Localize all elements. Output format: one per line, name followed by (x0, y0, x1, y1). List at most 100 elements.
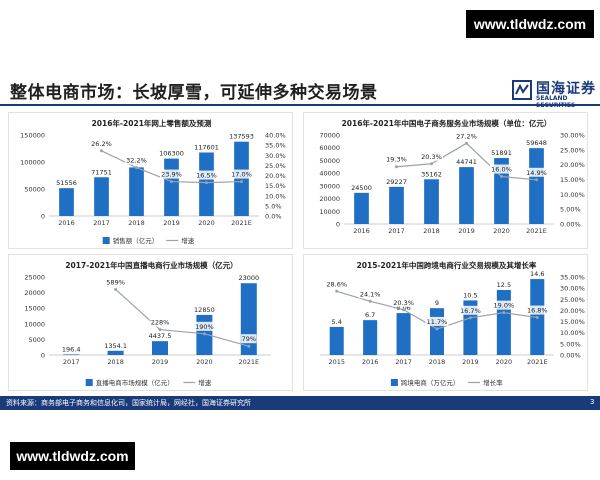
chart-svg-online-retail: 2016年-2021年网上零售额及预测 0 50000 100000 150000 0.0… (20, 118, 286, 245)
watermark-top: www.tldwdz.com (466, 10, 594, 38)
bar-value-label: 137593 (229, 133, 254, 141)
chart-title: 2016年-2021年网上零售额及预测 (92, 118, 212, 128)
right-axis-tick-label: 5.0% (265, 202, 282, 210)
legend-bar-swatch (390, 379, 398, 386)
growth-label: 17.0% (231, 171, 252, 179)
chart-bar (59, 188, 74, 216)
chart-bar (129, 167, 144, 216)
bar-value-label: 196.4 (62, 345, 81, 353)
growth-label-bg (455, 131, 478, 141)
left-axis-tick-label: 20000 (319, 195, 340, 203)
chart-bar (234, 141, 249, 216)
right-axis-tick-label: 30.0% (265, 152, 286, 160)
category-label: 2019 (458, 227, 475, 235)
chart-bar (94, 177, 109, 216)
chart-panel-live-commerce: 2017-2021年中国直播电商行业市场规模（亿元） 0 5000 10000 1500… (8, 254, 293, 391)
bar-value-label: 1354.1 (104, 342, 127, 350)
growth-label: 20.3% (421, 153, 442, 161)
bar-value-label: 8.06 (396, 304, 410, 312)
growth-label-bg (385, 154, 408, 164)
left-axis-tick-label: 10000 (319, 208, 340, 216)
right-axis-tick-label: 0.00% (560, 352, 581, 360)
growth-point (170, 180, 173, 184)
right-axis-tick-label: 10.0% (265, 192, 286, 200)
growth-label-bg (150, 317, 170, 327)
growth-label: 79% (242, 335, 256, 343)
logo-mark-icon (512, 80, 532, 100)
growth-label: 16.5% (196, 172, 217, 180)
chart-bar (363, 320, 378, 355)
left-axis-tick-label: 10000 (24, 320, 45, 328)
chart-svg-live-commerce: 2017-2021年中国直播电商行业市场规模（亿元） 0 5000 10000 1500… (24, 260, 271, 387)
right-axis-tick-label: 20.00% (560, 161, 585, 169)
chart-panel-cross-border: 2015-2021年中国跨境电商行业交易规模及其增长率 0.00% 5.00% 10.… (303, 254, 588, 391)
chart-svg-cross-border: 2015-2021年中国跨境电商行业交易规模及其增长率 0.00% 5.00% 10.… (320, 260, 585, 387)
left-axis-tick-label: 150000 (20, 132, 45, 140)
page-number: 3 (590, 398, 595, 406)
growth-label-bg (194, 321, 214, 331)
legend-bar-swatch (102, 237, 110, 244)
category-label: 2016 (362, 358, 379, 366)
category-label: 2017 (395, 358, 412, 366)
chart-title: 2015-2021年中国跨境电商行业交易规模及其增长率 (357, 260, 537, 270)
chart-svg-ecommerce-services: 2016年-2021年中国电子商务服务业市场规模（单位：亿元） 0 10000 200… (319, 118, 585, 235)
chart-bar (429, 308, 445, 355)
growth-label: 20.3% (393, 299, 414, 307)
chart-bar (496, 290, 511, 355)
category-label: 2016 (58, 219, 75, 227)
growth-point (368, 299, 372, 303)
bar-value-label: 29227 (386, 178, 407, 186)
left-axis-tick-label: 25000 (24, 274, 45, 282)
chart-bar (494, 158, 509, 224)
right-axis-tick-label: 35.0% (265, 142, 286, 150)
category-label: 2018 (107, 358, 124, 366)
growth-point (202, 332, 206, 336)
growth-point (435, 327, 439, 331)
left-axis-tick-label: 5000 (28, 336, 45, 344)
bar-value-label: 51891 (491, 149, 512, 157)
category-label: 2015 (328, 358, 345, 366)
category-label: 2018 (423, 227, 440, 235)
growth-label: 190% (195, 323, 214, 331)
left-axis-tick-label: 50000 (319, 157, 340, 165)
growth-label: 589% (106, 278, 125, 286)
growth-point (100, 149, 103, 153)
chart-bar (329, 326, 344, 355)
growth-point (535, 178, 538, 182)
category-label: 2017 (388, 227, 405, 235)
growth-point (502, 311, 506, 315)
category-label: 2019 (462, 358, 479, 366)
left-axis-tick-label: 100000 (20, 159, 45, 167)
left-axis-tick-label: 70000 (319, 132, 340, 140)
growth-point (535, 316, 539, 320)
right-axis-tick-label: 30.00% (560, 285, 585, 293)
legend-bar-label: 直播电商市场规模（亿元） (96, 378, 174, 387)
growth-label-bg (241, 334, 257, 344)
right-axis-tick-label: 20.0% (265, 172, 286, 180)
bar-value-label: 35162 (421, 170, 442, 178)
left-axis-tick-label: 30000 (319, 182, 340, 190)
legend-bar-label: 销售额（亿元） (113, 236, 159, 245)
growth-point (114, 287, 118, 291)
growth-label: 14.9% (526, 169, 547, 177)
growth-label-bg (90, 138, 113, 148)
growth-label-bg (490, 164, 513, 174)
growth-point (468, 316, 472, 320)
category-label: 2017 (63, 358, 80, 366)
growth-label: 11.7% (427, 318, 448, 326)
growth-label-bg (492, 300, 516, 310)
growth-label: 28.6% (326, 280, 347, 288)
growth-label: 27.2% (456, 132, 477, 140)
right-axis-tick-label: 5.00% (560, 206, 581, 214)
bar-value-label: 10.5 (463, 291, 477, 299)
category-label: 2016 (353, 227, 370, 235)
growth-label: 26.2% (91, 140, 112, 148)
title-rule (0, 104, 600, 106)
right-axis-tick-label: 15.00% (560, 318, 585, 326)
category-label: 2020 (198, 219, 215, 227)
bar-value-label: 106300 (159, 150, 184, 158)
right-axis-tick-label: 25.00% (560, 296, 585, 304)
growth-point (247, 344, 251, 348)
growth-label-bg (125, 155, 148, 165)
growth-point (430, 162, 433, 166)
